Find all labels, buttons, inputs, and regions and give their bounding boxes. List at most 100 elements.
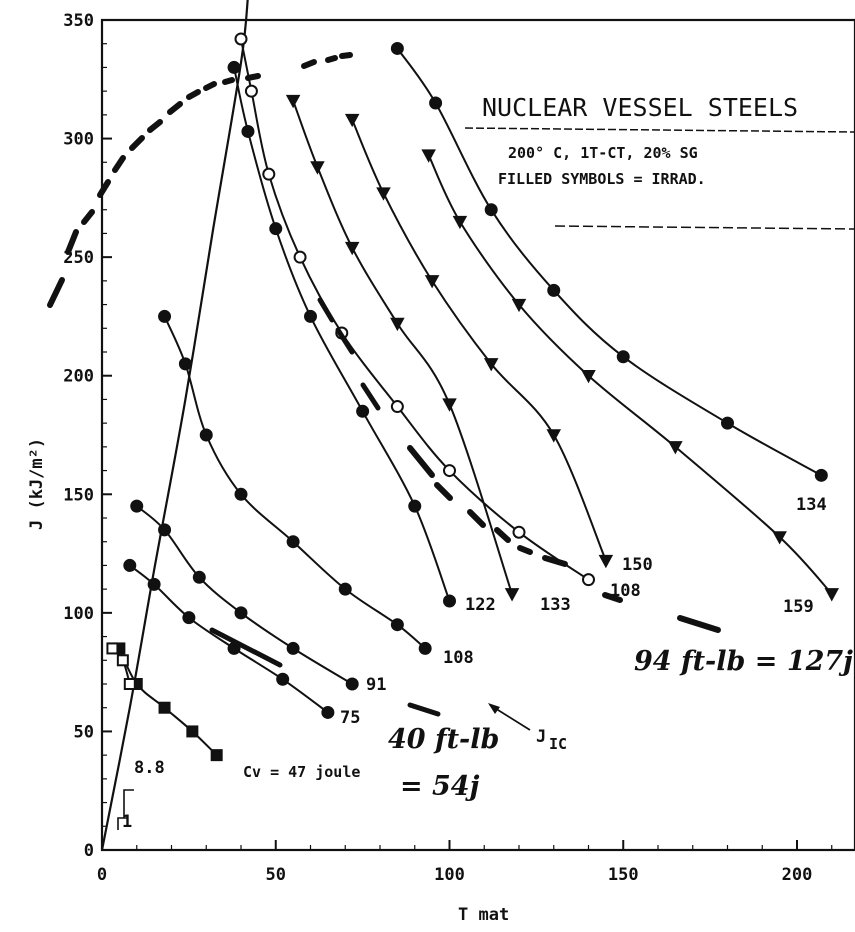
- series-line: [427, 154, 833, 595]
- y-axis-label: J (kJ/m²): [27, 438, 47, 530]
- data-point: [390, 317, 405, 332]
- data-point: [338, 582, 352, 596]
- slope-bracket-1: [123, 789, 134, 818]
- data-point: [304, 309, 317, 323]
- series-159: [421, 149, 840, 602]
- data-point: [390, 618, 404, 632]
- y-tick-label: 0: [84, 841, 94, 861]
- title-underline: [464, 127, 855, 133]
- hand-dash: [339, 52, 353, 59]
- y-tick-label: 250: [63, 248, 94, 268]
- data-point: [442, 398, 457, 412]
- data-point: [504, 588, 520, 602]
- hand-dash: [186, 89, 201, 100]
- plot-frame: [100, 18, 855, 852]
- series-75: [123, 558, 335, 719]
- hand-dash: [65, 229, 79, 255]
- data-point: [310, 161, 325, 175]
- hand-dash: [542, 555, 568, 567]
- axes: 0 50 100 150 200 0 50 100 150 200 250 300 350: [63, 11, 855, 885]
- data-point: [356, 404, 370, 418]
- data-point: [484, 203, 498, 217]
- data-point: [418, 641, 432, 655]
- hand-dash: [203, 81, 217, 91]
- series-150: [344, 113, 614, 569]
- hand-dash: [517, 545, 533, 555]
- data-point: [269, 222, 283, 236]
- handwritten-94ftlb: 94 ft-lb = 127j: [634, 646, 853, 677]
- data-point: [443, 594, 456, 608]
- hand-dash: [434, 482, 453, 501]
- chart-title: NUCLEAR VESSEL STEELS: [482, 93, 798, 122]
- data-point: [186, 725, 199, 738]
- jic-arrowhead: [488, 703, 500, 714]
- data-point: [262, 167, 276, 181]
- series-91: [130, 499, 359, 691]
- series-108: [158, 309, 432, 655]
- data-point: [106, 642, 119, 655]
- y-tick-label: 200: [63, 367, 94, 387]
- slope-bracket-2: [117, 817, 128, 830]
- curve-label-150: 150: [622, 555, 653, 575]
- series-133: [285, 94, 520, 602]
- x-tick-label: 100: [434, 865, 465, 885]
- data-point: [158, 701, 171, 714]
- data-point: [772, 531, 787, 545]
- hand-dash: [467, 509, 486, 528]
- data-point: [178, 357, 192, 371]
- jic-line: [100, 0, 249, 851]
- data-point: [421, 149, 436, 163]
- legend-box-bottom: [554, 225, 855, 230]
- jic-label-j: J: [536, 727, 546, 747]
- chart-subtitle-2: FILLED SYMBOLS = IRRAD.: [498, 170, 706, 188]
- y-tick-label: 100: [63, 604, 94, 624]
- data-point: [234, 606, 248, 620]
- chart-subtitle-1: 200° C, 1T-CT, 20% SG: [508, 144, 698, 162]
- data-point: [344, 113, 360, 128]
- data-point: [130, 499, 144, 513]
- data-point: [452, 215, 468, 230]
- x-tick-label: 150: [608, 865, 639, 885]
- x-tick-label: 200: [782, 865, 813, 885]
- y-tick-label: 50: [74, 722, 94, 742]
- x-tick-label: 0: [97, 865, 107, 885]
- hand-dash: [335, 327, 355, 355]
- data-point: [483, 358, 499, 372]
- data-point: [158, 523, 172, 537]
- data-point: [581, 369, 596, 384]
- jic-label-sub: IC: [549, 735, 567, 753]
- data-point: [582, 573, 595, 587]
- curve-label-1: 1: [122, 812, 132, 832]
- data-point: [285, 94, 301, 109]
- hand-dash: [317, 297, 335, 323]
- data-point: [546, 429, 562, 443]
- hand-dash: [167, 101, 183, 115]
- x-axis-label: T mat: [458, 905, 509, 925]
- data-point: [147, 577, 161, 591]
- data-point: [668, 441, 683, 455]
- curve-label-108-open: 108: [610, 581, 641, 601]
- data-point: [192, 570, 206, 584]
- data-point: [182, 611, 196, 625]
- series-8-8: [113, 642, 223, 762]
- handdrawn-dashes: [47, 52, 721, 717]
- y-tick-label: 150: [63, 485, 94, 505]
- curve-label-159: 159: [783, 597, 814, 617]
- data-point: [227, 60, 241, 74]
- hand-dash: [112, 155, 126, 173]
- data-point: [390, 41, 404, 55]
- data-point: [390, 400, 404, 414]
- hand-dash: [407, 702, 441, 717]
- data-point: [814, 468, 828, 482]
- data-point: [158, 309, 172, 323]
- hand-dash: [97, 179, 111, 198]
- data-point: [598, 554, 614, 569]
- x-tick-label: 50: [266, 865, 286, 885]
- curve-label-134: 134: [796, 495, 827, 515]
- data-point: [210, 749, 223, 762]
- hand-dash: [47, 277, 65, 308]
- curve-label-8-8: 8.8: [134, 758, 165, 778]
- hand-dash: [407, 445, 435, 478]
- hand-dash: [81, 209, 95, 225]
- data-point: [123, 558, 137, 572]
